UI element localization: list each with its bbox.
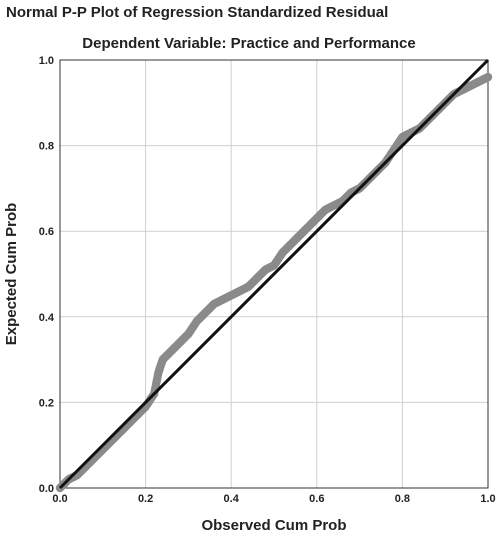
- x-tick-label: 1.0: [480, 493, 495, 505]
- data-points: [55, 72, 493, 493]
- chart-subtitle: Dependent Variable: Practice and Perform…: [82, 35, 416, 52]
- chart-title: Normal P-P Plot of Regression Standardiz…: [6, 4, 389, 21]
- x-tick-label: 0.6: [309, 493, 324, 505]
- x-tick-label: 0.0: [52, 493, 67, 505]
- y-tick-label: 0.4: [39, 312, 55, 324]
- y-tick-label: 1.0: [39, 55, 54, 67]
- x-tick-label: 0.4: [224, 493, 240, 505]
- y-axis-label: Expected Cum Prob: [3, 203, 20, 346]
- y-tick-labels: 0.0 0.2 0.4 0.6 0.8 1.0: [39, 55, 55, 495]
- x-tick-label: 0.2: [138, 493, 153, 505]
- plot-frame: [59, 59, 489, 489]
- x-tick-label: 0.8: [395, 493, 410, 505]
- data-point: [483, 72, 493, 82]
- y-tick-label: 0.2: [39, 397, 54, 409]
- x-axis-label: Observed Cum Prob: [201, 517, 346, 534]
- x-tick-labels: 0.0 0.2 0.4 0.6 0.8 1.0: [52, 493, 495, 505]
- y-tick-label: 0.8: [39, 141, 54, 153]
- y-tick-label: 0.6: [39, 226, 54, 238]
- reference-line: [58, 58, 490, 490]
- y-tick-label: 0.0: [39, 483, 54, 495]
